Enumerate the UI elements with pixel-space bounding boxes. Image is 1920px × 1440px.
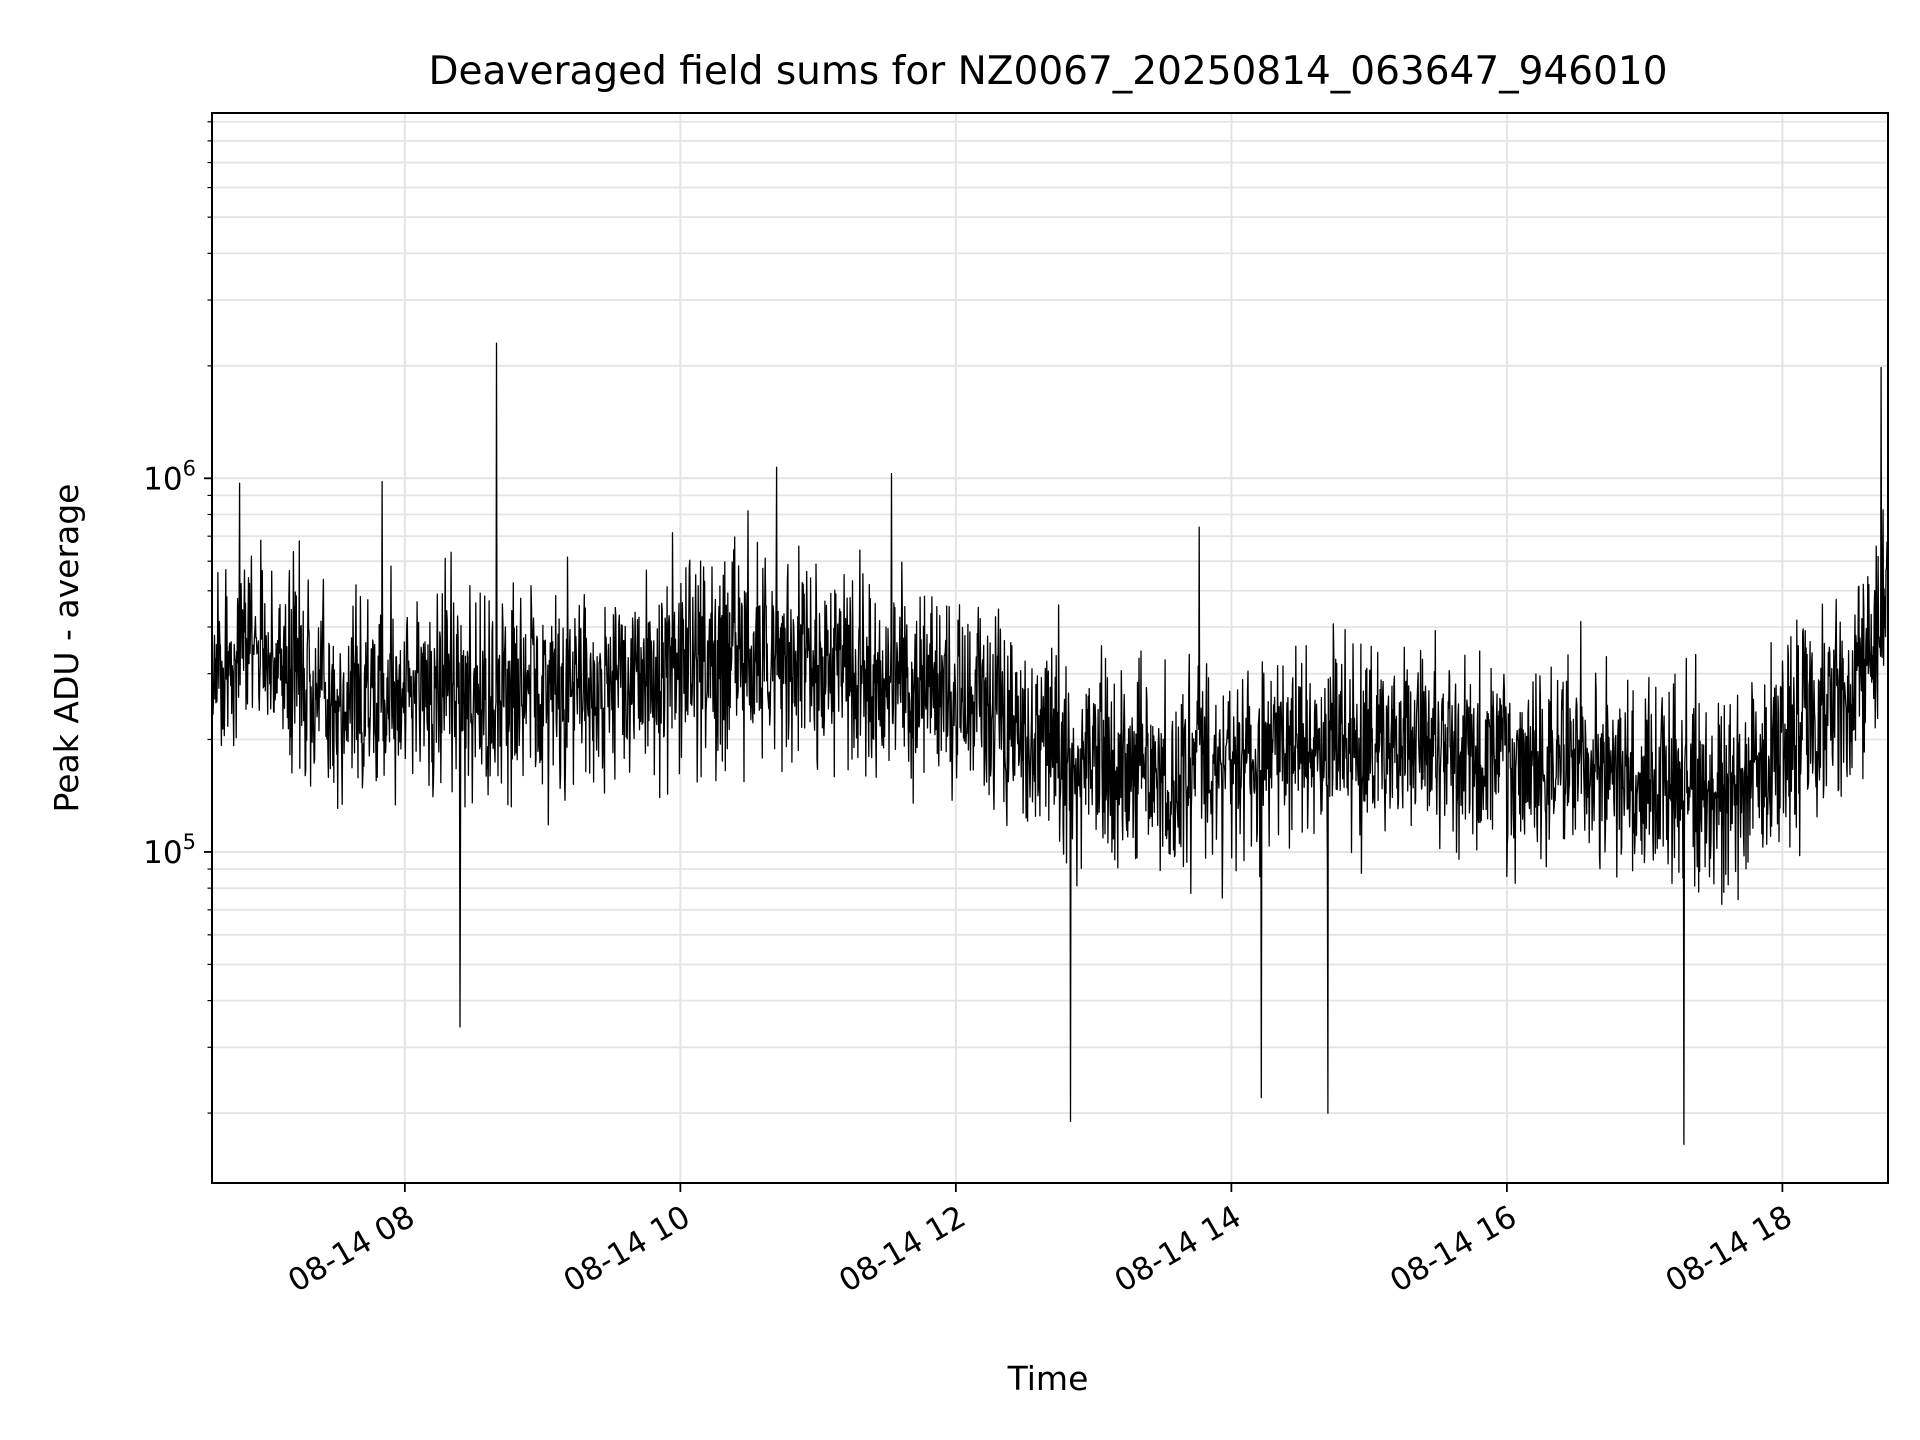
x-axis-label: Time — [1007, 1359, 1089, 1398]
y-tick-label: 105 — [143, 830, 196, 871]
data-series — [212, 342, 1888, 1145]
y-tick-label-exponent: 5 — [183, 830, 196, 854]
plot-frame — [211, 112, 1889, 1184]
y-axis-label: Peak ADU - average — [47, 484, 86, 813]
series-line — [212, 342, 1888, 1145]
y-tick-label: 106 — [143, 456, 196, 497]
y-tick-label-base: 10 — [143, 835, 182, 871]
y-tick-label-exponent: 6 — [183, 456, 196, 480]
y-tick-label-base: 10 — [143, 461, 182, 497]
chart-title: Deaveraged field sums for NZ0067_2025081… — [428, 49, 1667, 94]
